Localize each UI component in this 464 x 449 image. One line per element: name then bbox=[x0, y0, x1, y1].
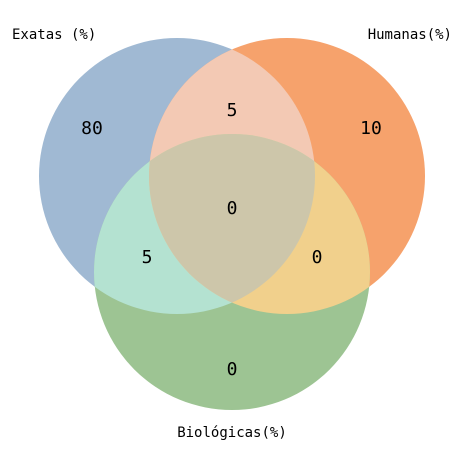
set-label-exatas: Exatas (%) bbox=[12, 27, 96, 43]
region-value-humanas-biologicas: 0 bbox=[312, 247, 323, 268]
region-value-all-three: 0 bbox=[227, 198, 238, 219]
region-value-exatas-humanas: 5 bbox=[227, 100, 238, 121]
region-value-biologicas-only: 0 bbox=[227, 359, 238, 380]
region-value-humanas-only: 10 bbox=[360, 118, 382, 139]
region-value-exatas-only: 80 bbox=[81, 118, 103, 139]
overlap-all-three bbox=[149, 134, 315, 314]
set-label-biologicas: Biológicas(%) bbox=[177, 425, 287, 441]
set-label-humanas: Humanas(%) bbox=[368, 27, 452, 43]
region-value-exatas-biologicas: 5 bbox=[142, 247, 153, 268]
